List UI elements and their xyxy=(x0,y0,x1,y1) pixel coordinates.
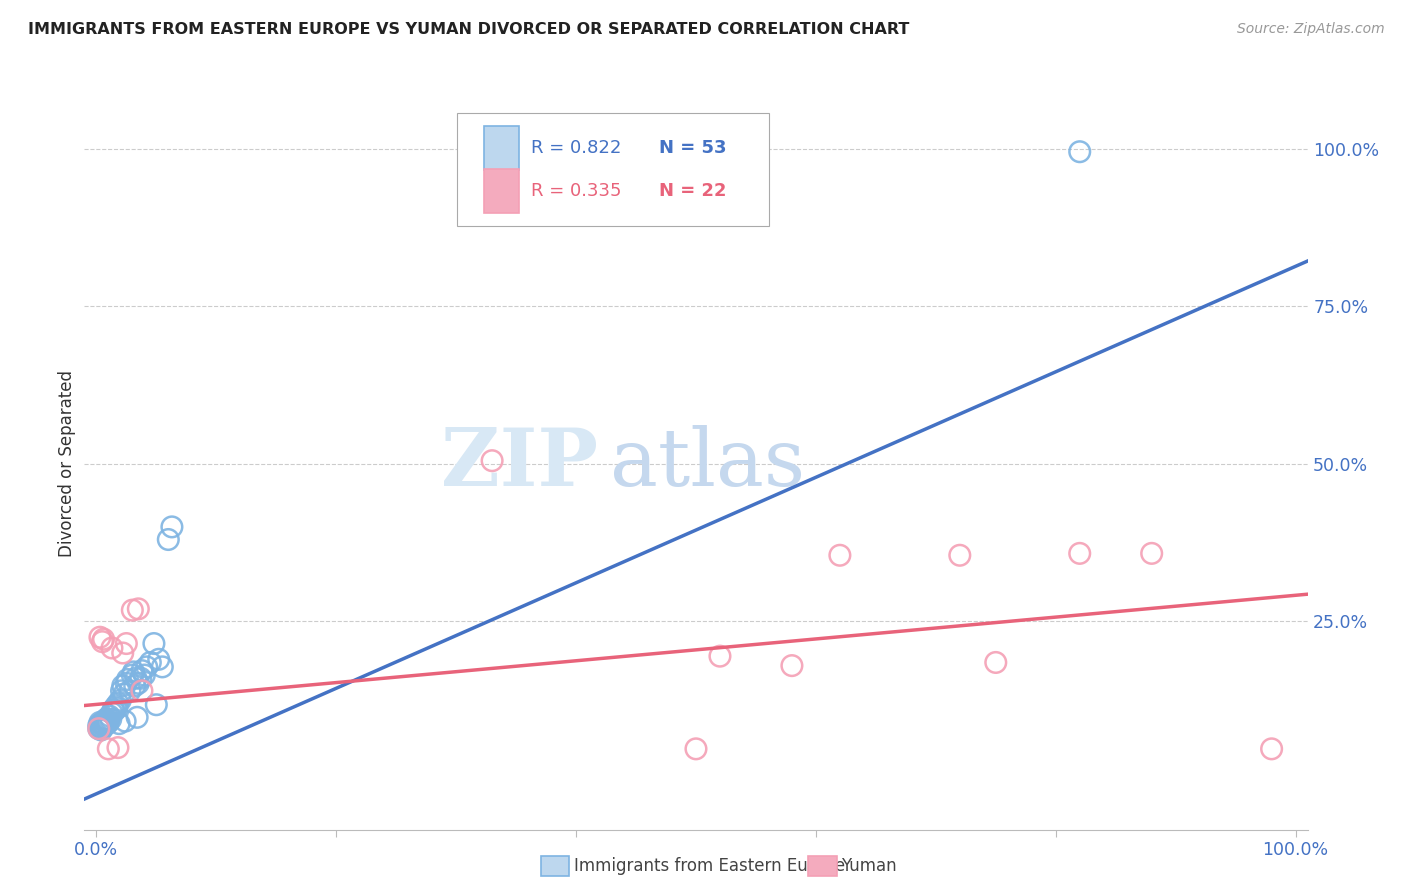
Point xyxy=(107,697,129,711)
Point xyxy=(150,660,173,674)
Text: R = 0.335: R = 0.335 xyxy=(531,182,621,200)
Point xyxy=(157,533,180,547)
Text: N = 53: N = 53 xyxy=(659,139,727,157)
Point xyxy=(134,668,156,682)
Point xyxy=(115,636,138,650)
Text: IMMIGRANTS FROM EASTERN EUROPE VS YUMAN DIVORCED OR SEPARATED CORRELATION CHART: IMMIGRANTS FROM EASTERN EUROPE VS YUMAN … xyxy=(28,22,910,37)
Point xyxy=(91,718,114,732)
Point xyxy=(122,665,145,679)
Point xyxy=(105,701,128,715)
Point xyxy=(111,679,134,693)
Point xyxy=(129,671,152,685)
Point xyxy=(124,679,146,693)
Text: R = 0.822: R = 0.822 xyxy=(531,139,621,157)
Point xyxy=(98,709,121,723)
Point xyxy=(89,720,111,734)
Point xyxy=(97,712,120,726)
Point xyxy=(139,656,162,670)
Point xyxy=(142,636,165,650)
Bar xyxy=(484,126,519,169)
Point xyxy=(90,723,112,737)
Point xyxy=(93,715,115,730)
Point xyxy=(101,706,124,720)
Point xyxy=(127,710,149,724)
Text: atlas: atlas xyxy=(610,425,806,503)
Point xyxy=(87,722,110,736)
Point xyxy=(97,742,120,756)
Point xyxy=(114,714,136,728)
Point xyxy=(118,683,141,698)
Point xyxy=(131,683,153,698)
Text: ZIP: ZIP xyxy=(441,425,598,503)
Point xyxy=(685,742,707,756)
Point xyxy=(87,722,110,736)
Point xyxy=(117,673,139,687)
Point xyxy=(1069,546,1091,560)
Point xyxy=(135,660,157,674)
Point xyxy=(112,687,135,701)
Point xyxy=(93,632,115,647)
Point xyxy=(104,699,127,714)
Point xyxy=(131,664,153,678)
Point xyxy=(1140,546,1163,560)
Point xyxy=(97,715,120,730)
Point xyxy=(127,676,149,690)
Point xyxy=(780,658,803,673)
Point xyxy=(91,722,114,736)
Point xyxy=(100,712,122,726)
Text: N = 22: N = 22 xyxy=(659,182,727,200)
Point xyxy=(115,676,138,690)
Point xyxy=(91,716,114,731)
Point xyxy=(89,715,111,730)
Point xyxy=(1069,145,1091,159)
Point xyxy=(160,520,183,534)
Point xyxy=(96,714,118,728)
Y-axis label: Divorced or Separated: Divorced or Separated xyxy=(58,370,76,558)
Point xyxy=(110,693,132,707)
Point xyxy=(121,603,143,617)
Point xyxy=(101,703,124,717)
Point xyxy=(87,718,110,732)
Point xyxy=(107,740,129,755)
Point xyxy=(94,714,117,728)
Point xyxy=(121,668,143,682)
Point xyxy=(94,718,117,732)
Point xyxy=(127,602,149,616)
Point xyxy=(94,712,117,726)
Point xyxy=(481,453,503,467)
Point xyxy=(103,704,125,718)
Text: Immigrants from Eastern Europe: Immigrants from Eastern Europe xyxy=(574,857,845,875)
Point xyxy=(90,716,112,731)
Point xyxy=(984,656,1007,670)
Point xyxy=(91,634,114,648)
Point xyxy=(148,652,170,666)
Point xyxy=(828,548,851,563)
Text: Yuman: Yuman xyxy=(841,857,897,875)
Point xyxy=(108,716,131,731)
FancyBboxPatch shape xyxy=(457,112,769,227)
Text: Source: ZipAtlas.com: Source: ZipAtlas.com xyxy=(1237,22,1385,37)
Point xyxy=(101,640,124,655)
Point xyxy=(1260,742,1282,756)
Point xyxy=(949,548,972,563)
Point xyxy=(110,683,132,698)
Point xyxy=(709,649,731,664)
Point xyxy=(94,715,117,730)
Point xyxy=(145,698,167,712)
Bar xyxy=(484,169,519,213)
Point xyxy=(89,630,111,644)
Point xyxy=(111,646,134,660)
Point xyxy=(96,716,118,731)
Point xyxy=(125,671,148,685)
